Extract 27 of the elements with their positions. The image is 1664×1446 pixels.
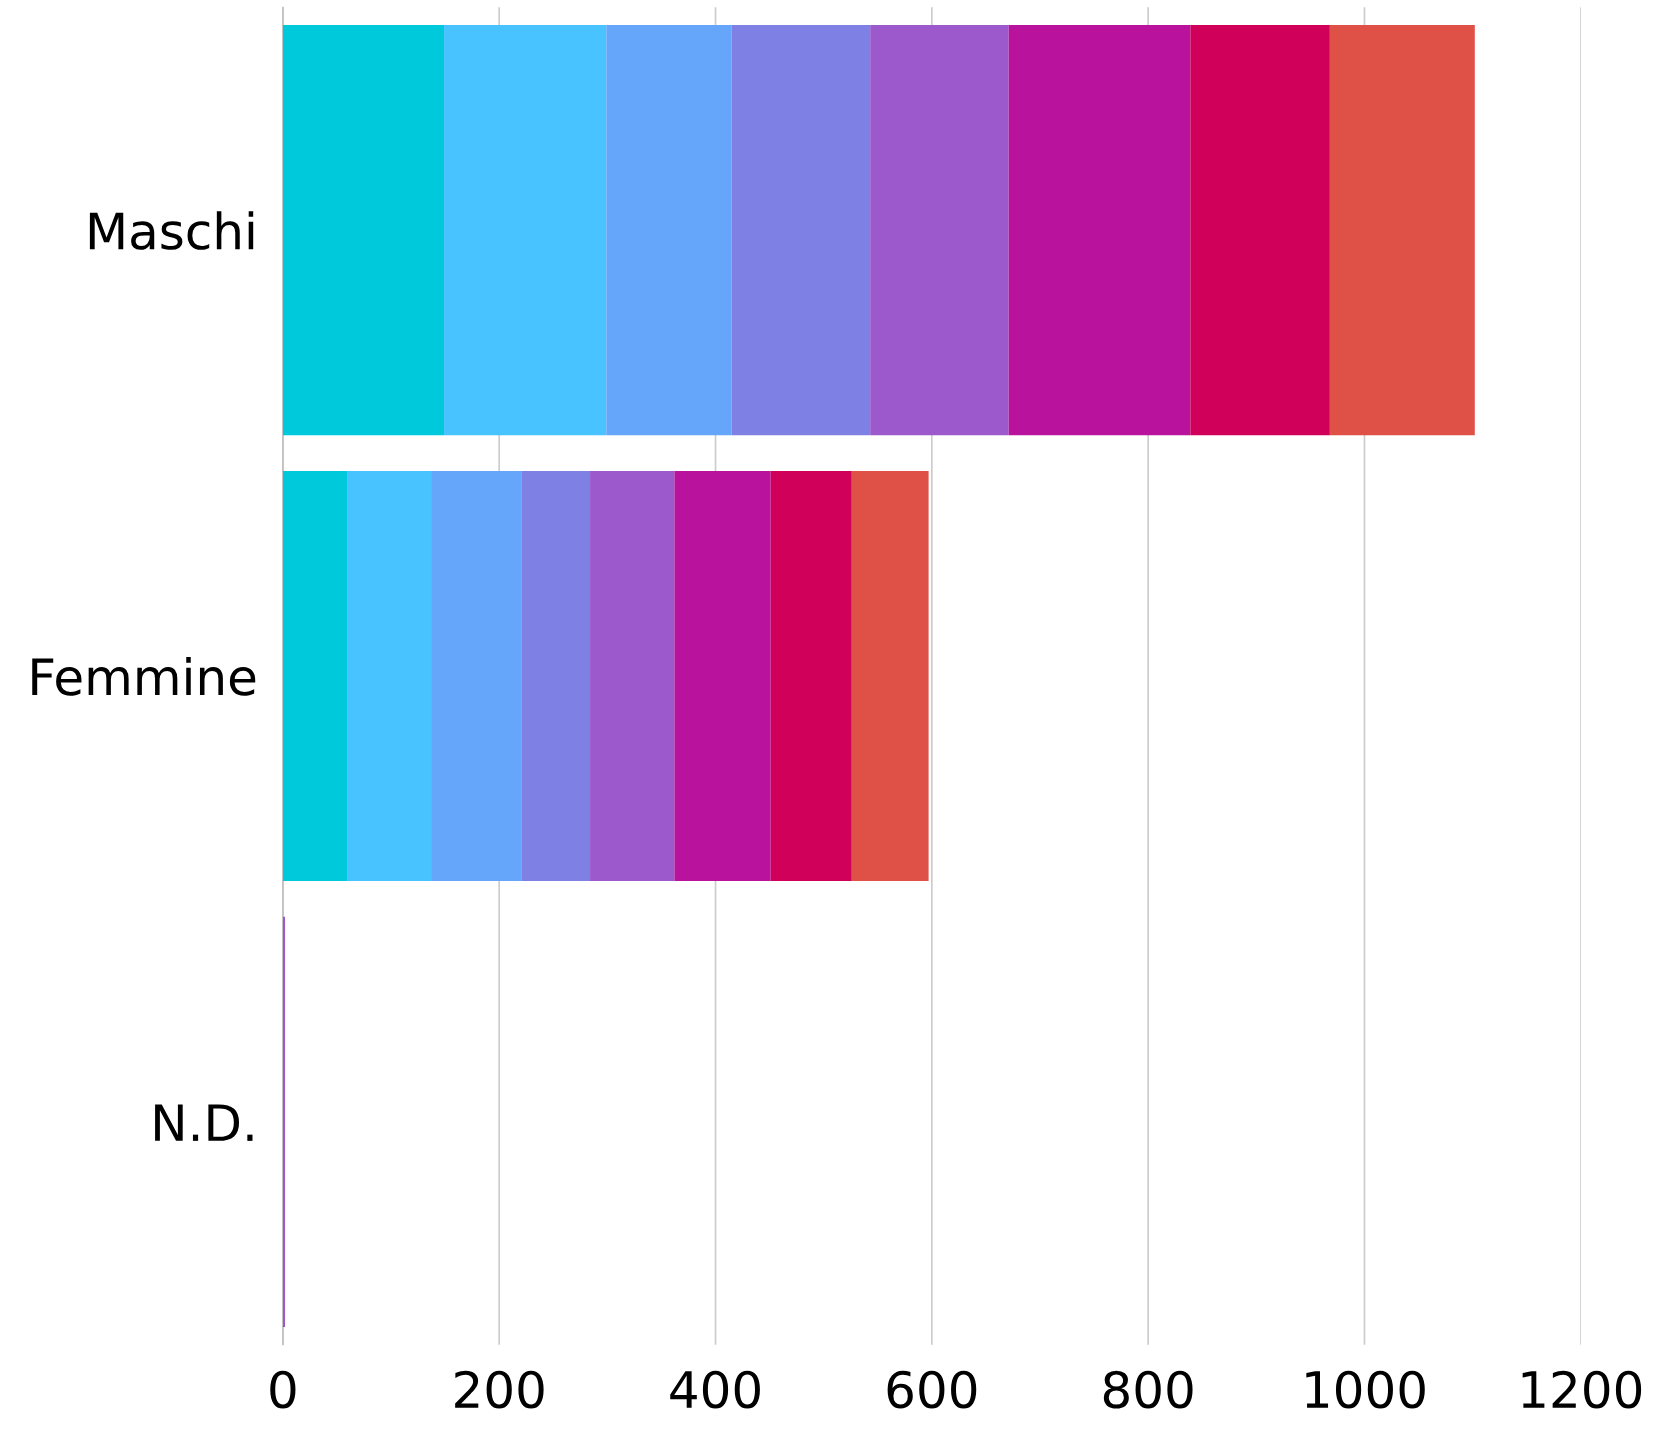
bar — [282, 25, 445, 436]
bar — [1190, 25, 1330, 436]
x-tick-label: 800 — [1103, 1370, 1193, 1409]
bar — [606, 25, 732, 436]
bar — [444, 25, 607, 436]
bar — [282, 916, 286, 1327]
bar — [851, 470, 929, 882]
bar — [590, 470, 675, 882]
x-tick-label: 400 — [670, 1370, 760, 1409]
y-tick-label: N.D. — [155, 1104, 253, 1141]
y-tick-label: Maschi — [89, 211, 254, 250]
bar — [431, 470, 522, 882]
bar — [770, 470, 852, 882]
bar — [1329, 25, 1475, 436]
x-tick-label: 1000 — [1306, 1370, 1425, 1409]
x-tick-label: 200 — [455, 1370, 544, 1409]
bar — [1008, 25, 1191, 436]
y-tick-label: Femmine — [32, 657, 256, 696]
bar — [347, 470, 432, 882]
bar — [731, 25, 871, 436]
bar — [870, 25, 1009, 436]
bar — [674, 470, 771, 882]
x-tick-label: 600 — [887, 1370, 977, 1409]
x-tick-label: 1200 — [1522, 1370, 1642, 1409]
bar — [521, 470, 591, 882]
x-tick-label: 0 — [270, 1370, 296, 1409]
bar — [282, 470, 348, 882]
